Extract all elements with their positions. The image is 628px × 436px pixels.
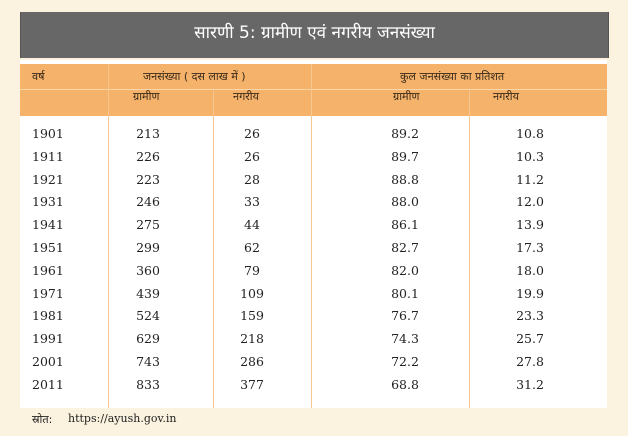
table-row: 1981 524 159 76.7 23.3 — [20, 304, 607, 327]
header-urban-pct: नगरीय — [493, 90, 520, 103]
table-row: 1951 299 62 82.7 17.3 — [20, 236, 607, 259]
cell-urban-pct: 11.2 — [516, 171, 544, 187]
cell-urban-pct: 31.2 — [516, 376, 544, 392]
cell-urban: 33 — [244, 194, 260, 210]
table-row: 1901 213 26 89.2 10.8 — [20, 122, 607, 145]
cell-year: 1931 — [32, 194, 64, 210]
column-divider — [311, 64, 312, 408]
table-row: 2001 743 286 72.2 27.8 — [20, 350, 607, 373]
cell-rural: 246 — [136, 194, 160, 210]
cell-rural: 223 — [136, 171, 160, 187]
cell-rural-pct: 89.2 — [391, 126, 419, 141]
cell-rural-pct: 80.1 — [391, 285, 419, 301]
cell-rural: 226 — [136, 148, 160, 164]
cell-urban: 377 — [240, 376, 264, 392]
cell-urban: 28 — [244, 171, 260, 187]
cell-urban: 26 — [244, 126, 260, 141]
cell-urban-pct: 27.8 — [516, 354, 544, 369]
table-row: 1931 246 33 88.0 12.0 — [20, 190, 607, 213]
table-row: 2011 833 377 68.8 31.2 — [20, 373, 607, 396]
cell-rural-pct: 68.8 — [391, 376, 419, 392]
table-row: 1921 223 28 88.8 11.2 — [20, 168, 607, 191]
cell-urban-pct: 18.0 — [516, 262, 544, 278]
source-url: https://ayush.gov.in — [68, 412, 177, 425]
cell-rural: 213 — [136, 126, 160, 141]
header-divider — [20, 89, 607, 90]
header-urban: नगरीय — [233, 90, 260, 103]
cell-year: 2011 — [32, 376, 64, 392]
cell-year: 1971 — [32, 285, 64, 301]
cell-rural-pct: 86.1 — [391, 217, 419, 233]
table-title: सारणी 5: ग्रामीण एवं नगरीय जनसंख्या — [194, 23, 435, 43]
cell-urban: 62 — [244, 240, 260, 255]
table-row: 1941 275 44 86.1 13.9 — [20, 213, 607, 236]
cell-rural: 439 — [136, 285, 160, 301]
header-row-primary: वर्ष जनसंख्या ( दस लाख में ) कुल जनसंख्य… — [20, 64, 607, 90]
cell-year: 1911 — [32, 148, 64, 164]
cell-rural-pct: 88.0 — [391, 194, 419, 210]
column-divider — [213, 90, 214, 408]
cell-year: 1921 — [32, 171, 64, 187]
cell-urban-pct: 19.9 — [516, 285, 544, 301]
cell-year: 1941 — [32, 217, 64, 233]
header-row-secondary: ग्रामीण नगरीय ग्रामीण नगरीय — [20, 90, 607, 116]
table-row: 1971 439 109 80.1 19.9 — [20, 282, 607, 305]
cell-urban: 44 — [244, 217, 260, 233]
population-table: वर्ष जनसंख्या ( दस लाख में ) कुल जनसंख्य… — [20, 60, 607, 408]
cell-rural-pct: 89.7 — [391, 148, 419, 164]
header-year: वर्ष — [32, 70, 45, 83]
cell-year: 1901 — [32, 126, 64, 141]
cell-year: 2001 — [32, 354, 64, 369]
cell-urban: 26 — [244, 148, 260, 164]
cell-urban: 218 — [240, 331, 264, 347]
cell-year: 1991 — [32, 331, 64, 347]
cell-urban: 286 — [240, 354, 264, 369]
cell-rural-pct: 76.7 — [391, 308, 419, 324]
cell-rural: 743 — [136, 354, 160, 369]
cell-urban-pct: 13.9 — [516, 217, 544, 233]
column-divider — [469, 90, 470, 408]
header-percent-group: कुल जनसंख्या का प्रतिशत — [400, 70, 505, 83]
cell-urban-pct: 17.3 — [516, 240, 544, 255]
header-rural-pct: ग्रामीण — [393, 90, 420, 103]
cell-rural-pct: 74.3 — [391, 331, 419, 347]
cell-urban: 159 — [240, 308, 264, 324]
cell-urban-pct: 10.8 — [516, 126, 544, 141]
table-title-bar: सारणी 5: ग्रामीण एवं नगरीय जनसंख्या — [20, 12, 609, 58]
cell-rural: 275 — [136, 217, 160, 233]
cell-rural: 524 — [136, 308, 160, 324]
cell-year: 1981 — [32, 308, 64, 324]
cell-year: 1961 — [32, 262, 64, 278]
cell-rural-pct: 82.0 — [391, 262, 419, 278]
table-row: 1991 629 218 74.3 25.7 — [20, 327, 607, 350]
cell-rural-pct: 82.7 — [391, 240, 419, 255]
source-label: स्रोत: — [32, 413, 53, 426]
cell-rural: 299 — [136, 240, 160, 255]
source-note: स्रोत: https://ayush.gov.in — [20, 408, 607, 432]
cell-urban-pct: 25.7 — [516, 331, 544, 347]
table-row: 1911 226 26 89.7 10.3 — [20, 145, 607, 168]
column-divider — [108, 64, 109, 408]
cell-rural: 360 — [136, 262, 160, 278]
cell-urban-pct: 12.0 — [516, 194, 544, 210]
table-row: 1961 360 79 82.0 18.0 — [20, 259, 607, 282]
header-population-group: जनसंख्या ( दस लाख में ) — [143, 70, 246, 83]
cell-urban-pct: 23.3 — [516, 308, 544, 324]
cell-urban: 79 — [244, 262, 260, 278]
cell-rural-pct: 88.8 — [391, 171, 419, 187]
cell-rural-pct: 72.2 — [391, 354, 419, 369]
header-rural: ग्रामीण — [133, 90, 160, 103]
cell-year: 1951 — [32, 240, 64, 255]
cell-urban-pct: 10.3 — [516, 148, 544, 164]
cell-rural: 833 — [136, 376, 160, 392]
cell-rural: 629 — [136, 331, 160, 347]
cell-urban: 109 — [240, 285, 264, 301]
